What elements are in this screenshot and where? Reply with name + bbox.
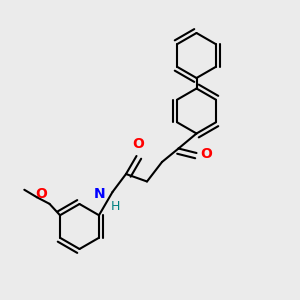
Text: O: O — [132, 136, 144, 151]
Text: O: O — [35, 188, 47, 202]
Text: H: H — [111, 200, 120, 212]
Text: O: O — [200, 148, 212, 161]
Text: N: N — [93, 187, 105, 200]
